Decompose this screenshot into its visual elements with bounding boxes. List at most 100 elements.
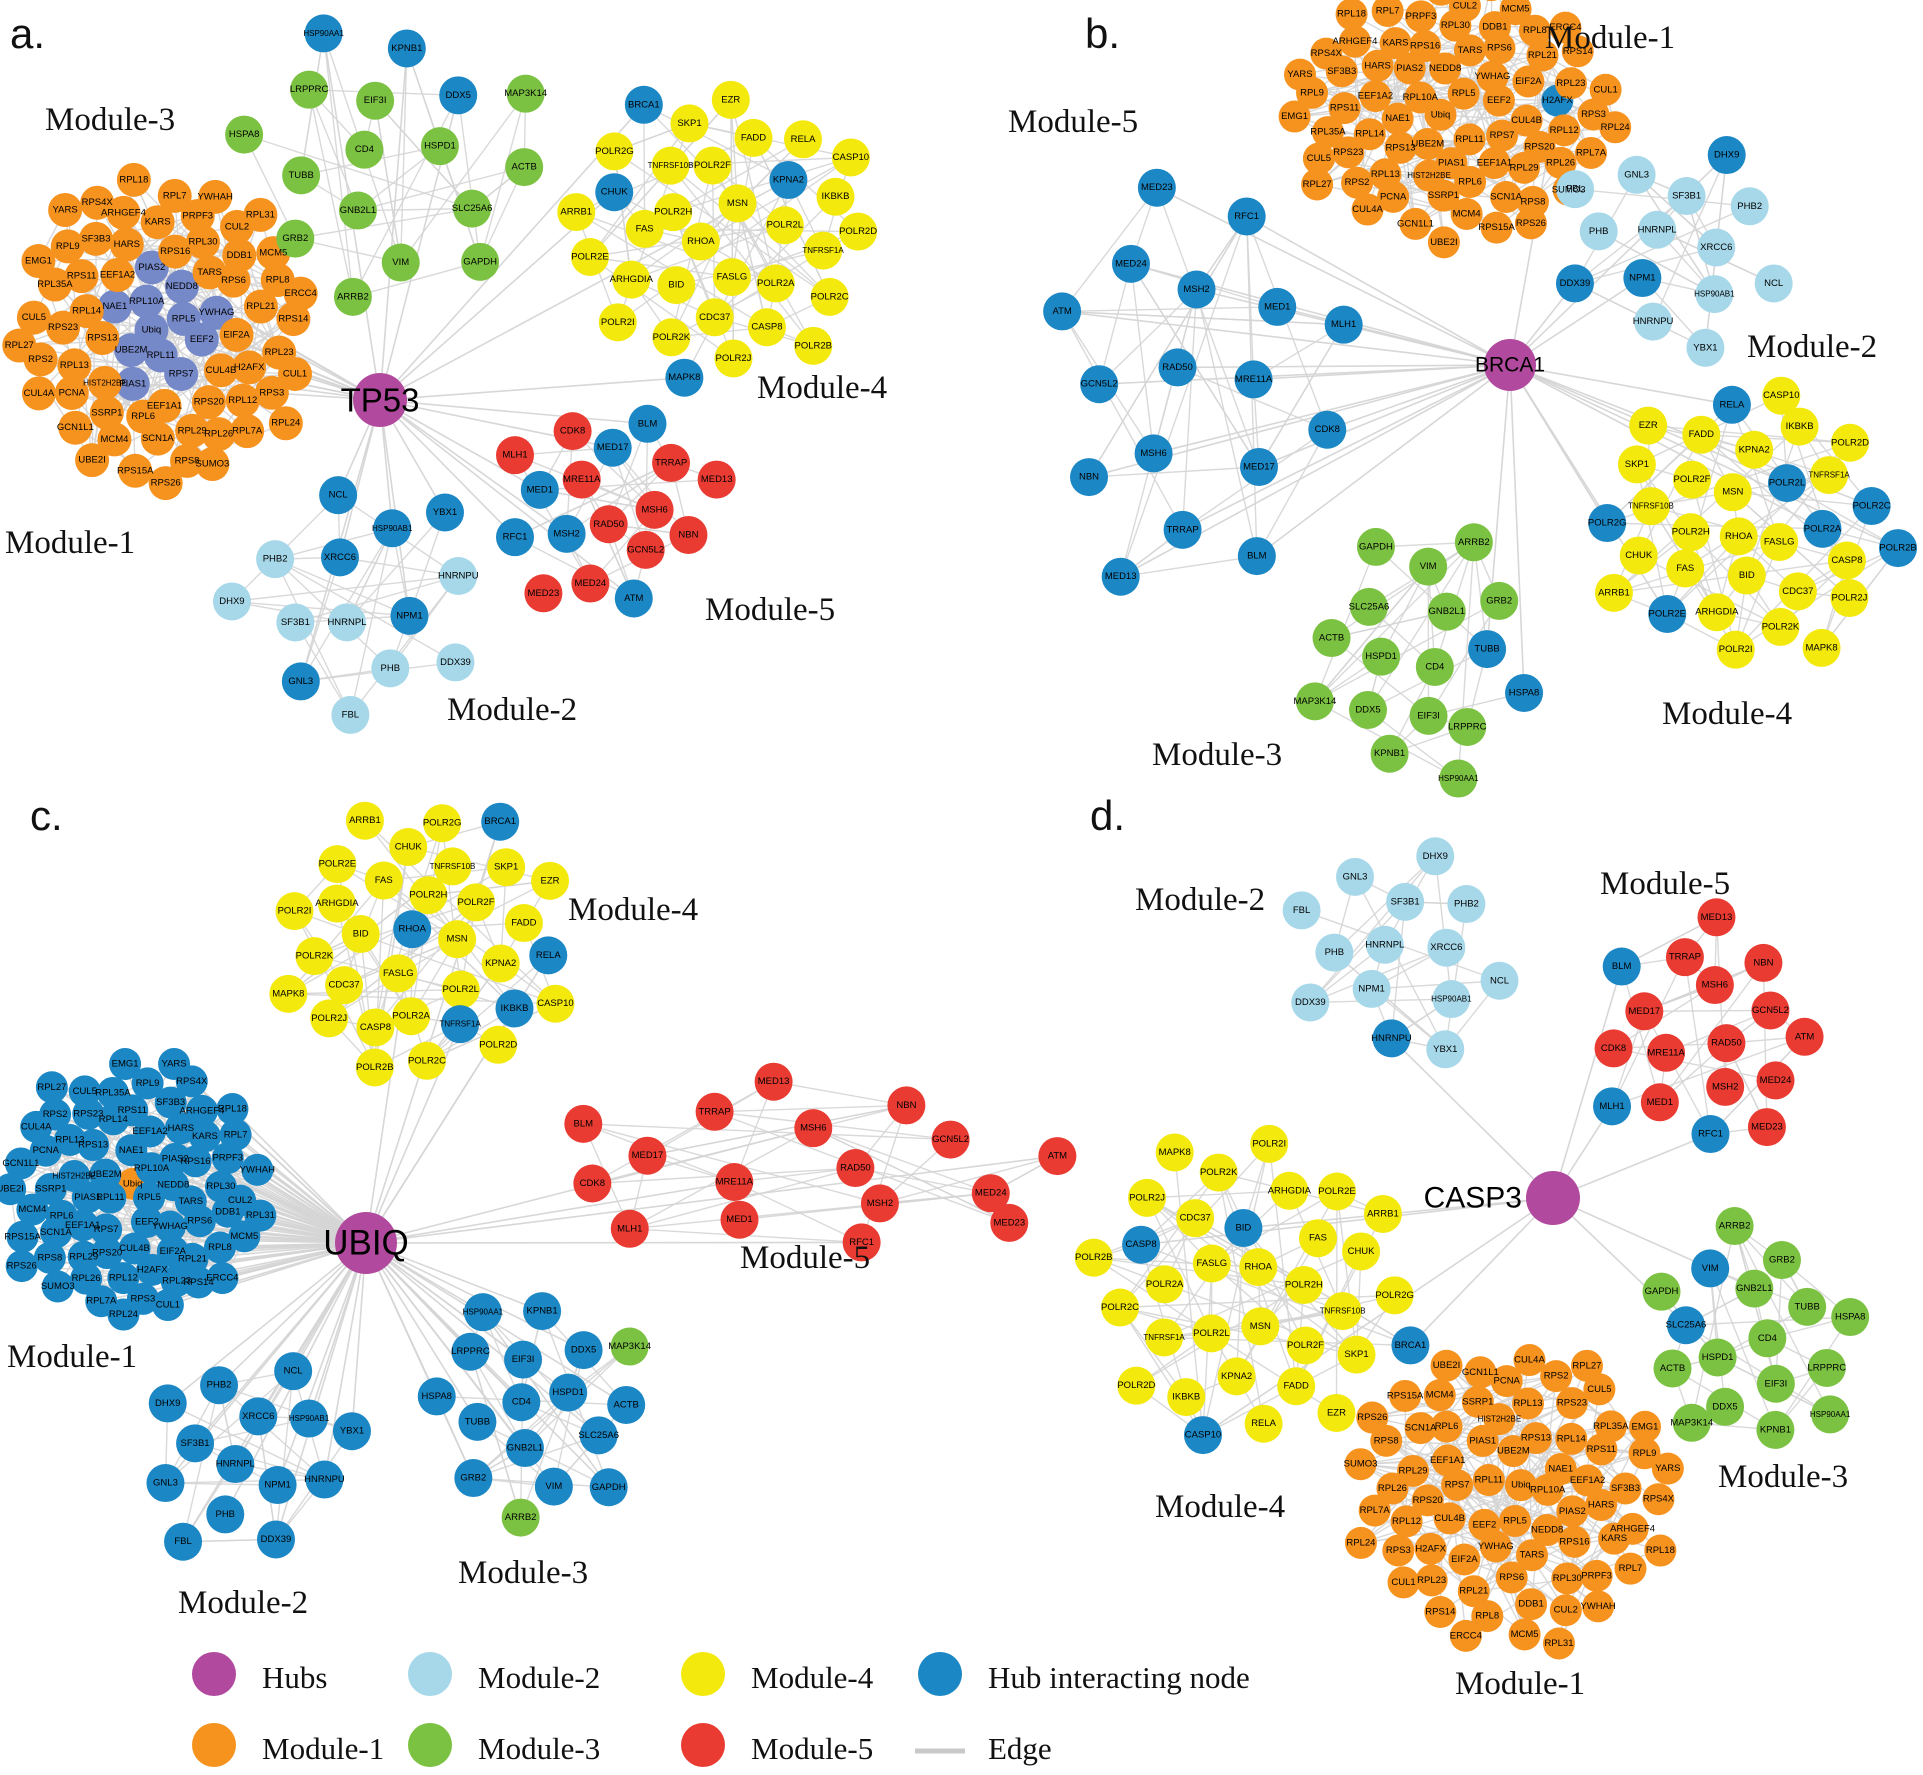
node-RPL18 (1644, 1534, 1677, 1567)
node-POLR2B (1074, 1238, 1113, 1277)
node-GNL3 (281, 662, 320, 701)
node-label-RPL14: RPL14 (1355, 129, 1384, 140)
node-GRB2 (276, 219, 315, 258)
node-label-DDX39: DDX39 (261, 1534, 292, 1545)
node-label-CUL1: CUL1 (1391, 1577, 1415, 1588)
node-label-ERCC4: ERCC4 (1450, 1630, 1482, 1641)
node-TNFRSF10B (1631, 487, 1670, 526)
node-label-RPS15A: RPS15A (117, 465, 154, 476)
node-MED1 (720, 1200, 759, 1239)
edge (1331, 541, 1475, 639)
node-YARS (1284, 58, 1317, 91)
hub-edge (379, 399, 541, 491)
node-label-MCM5: MCM5 (230, 1231, 258, 1242)
node-label-EEF2: EEF2 (1473, 1519, 1497, 1530)
node-label-ATM: ATM (1048, 1151, 1067, 1162)
node-SLC25A6 (453, 189, 492, 228)
node-EMG1 (21, 244, 56, 279)
node-label-SF3B1: SF3B1 (1672, 191, 1701, 202)
node-CDC37 (695, 298, 734, 337)
node-ARHGDIA (1270, 1171, 1309, 1210)
node-label-RPL10A: RPL10A (1530, 1484, 1566, 1495)
node-GRB2 (454, 1459, 493, 1498)
node-label-DDB1: DDB1 (215, 1206, 240, 1217)
node-label-POLR2H: POLR2H (409, 890, 447, 901)
node-label-PHB: PHB (1325, 947, 1345, 958)
node-label-RPL14: RPL14 (72, 306, 101, 317)
node-label-H2AFX: H2AFX (1542, 95, 1573, 106)
node-RPL23 (1554, 67, 1587, 100)
node-CDC37 (325, 966, 364, 1005)
node-label-VIM: VIM (392, 257, 409, 268)
node-label-RPS23: RPS23 (73, 1108, 103, 1119)
node-label-GCN1L1: GCN1L1 (1397, 218, 1434, 229)
node-RPL7 (1614, 1552, 1647, 1585)
node-POLR2K (652, 318, 691, 357)
node-label-RPL24: RPL24 (1346, 1537, 1375, 1548)
node-label-MAPK8: MAPK8 (668, 372, 700, 383)
node-label-CHUK: CHUK (1348, 1246, 1376, 1257)
node-label-ATM: ATM (624, 593, 643, 604)
node-label-EEF1A1: EEF1A1 (1430, 1455, 1465, 1466)
node-UBE2M (89, 1158, 122, 1191)
node-label-TNFRSF10B: TNFRSF10B (648, 161, 694, 170)
node-label-SCN1A: SCN1A (1405, 1423, 1437, 1434)
legend-swatch-module4-icon (681, 1652, 725, 1696)
hub-edge (379, 399, 568, 535)
node-MED23 (524, 574, 563, 613)
node-label-POLR2L: POLR2L (1193, 1328, 1229, 1339)
node-CDK8 (1594, 1029, 1633, 1068)
node-KARS (1379, 27, 1412, 60)
node-label-RPS20: RPS20 (194, 397, 224, 408)
node-PCNA (1490, 1365, 1523, 1398)
node-PRPF3 (1580, 1559, 1613, 1592)
node-DDX39 (1291, 983, 1330, 1022)
node-label-NAE1: NAE1 (119, 1145, 144, 1156)
node-label-SLC25A6: SLC25A6 (452, 203, 493, 214)
node-ATM (1043, 292, 1082, 331)
node-POLR2I (275, 892, 314, 931)
node-GCN1L1 (4, 1147, 37, 1180)
node-YWHAH (1428, 0, 1454, 6)
node-YWHAH (241, 1153, 274, 1186)
node-label-SUMO3: SUMO3 (1552, 184, 1586, 195)
node-label-RPL21: RPL21 (1459, 1586, 1488, 1597)
node-MCM4 (1423, 1379, 1456, 1412)
node-label-YWHAG: YWHAG (152, 1221, 188, 1232)
node-label-POLR2I: POLR2I (601, 317, 635, 328)
node-label-PCNA: PCNA (1380, 191, 1407, 202)
node-label-MRE11A: MRE11A (1235, 374, 1273, 385)
node-label-POLR2F: POLR2F (694, 160, 731, 171)
edge (400, 93, 527, 263)
node-SKP1 (670, 104, 709, 143)
node-label-HNRNPU: HNRNPU (438, 571, 479, 582)
edge (1735, 541, 1780, 650)
hub-edge (1409, 1197, 1554, 1346)
node-MAPK8 (269, 974, 308, 1013)
legend-swatch-module3-icon (408, 1723, 452, 1767)
module-label-TP53-Module-3: Module-3 (45, 102, 175, 138)
node-label-CUL1: CUL1 (156, 1300, 180, 1311)
node-label-TNFRSF1A: TNFRSF1A (1143, 1333, 1185, 1342)
node-label-POLR2G: POLR2G (595, 146, 634, 157)
node-label-RPS4X: RPS4X (1643, 1494, 1675, 1505)
node-label-RHOA: RHOA (1725, 531, 1753, 542)
node-MSH6 (635, 490, 674, 529)
node-label-HNRNPL: HNRNPL (327, 617, 366, 628)
edge (1652, 154, 1728, 322)
node-SSRP1 (1461, 1385, 1494, 1418)
node-VIM (1409, 547, 1448, 586)
node-label-EIF2A: EIF2A (1451, 1554, 1478, 1565)
node-label-BRCA1: BRCA1 (628, 99, 660, 110)
node-label-KARS: KARS (1383, 38, 1409, 49)
node-RPL21 (243, 289, 278, 324)
node-label-MED23: MED23 (1141, 182, 1173, 193)
node-RPL29 (1508, 151, 1541, 184)
node-DDX39 (1555, 264, 1594, 303)
edge (1427, 600, 1500, 717)
node-YARS (48, 192, 83, 227)
node-CUL1 (1387, 1566, 1420, 1599)
node-label-RPL23: RPL23 (1417, 1575, 1446, 1586)
node-TNFRSF1A (804, 231, 843, 270)
node-label-MAP3K14: MAP3K14 (608, 1341, 651, 1352)
